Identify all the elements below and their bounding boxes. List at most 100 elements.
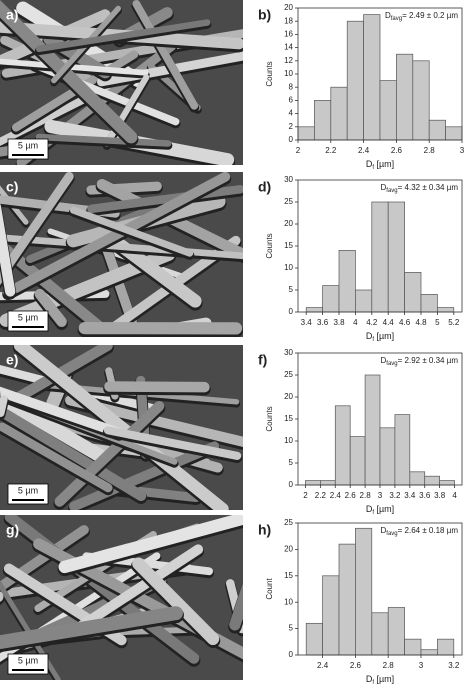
x-tick-label: 4.2 — [366, 318, 378, 327]
bar — [387, 607, 405, 656]
x-tick-label: 2 — [303, 491, 308, 500]
x-axis-label: Df [µm] — [366, 159, 394, 170]
bar — [396, 53, 414, 141]
x-tick-label: 3.8 — [434, 491, 446, 500]
fiber — [229, 582, 243, 631]
bar — [445, 126, 463, 141]
bar — [322, 575, 340, 656]
annotation-sub: favg — [386, 188, 397, 194]
x-label-unit: [µm] — [374, 674, 394, 684]
histogram: f) 0 5 10 15 20 25 30 2 2.2 2.4 2.6 2.8 3 3.2 3.4 3.6 3.8… — [258, 348, 463, 516]
fiber — [34, 288, 67, 327]
fiber — [0, 386, 124, 438]
x-tick-label: 4.8 — [415, 318, 427, 327]
y-tick-label: 5 — [289, 624, 294, 633]
bar — [364, 374, 381, 486]
bar — [412, 60, 430, 141]
y-tick-label: 15 — [284, 414, 293, 423]
bar — [338, 250, 356, 313]
x-label-sub: f — [372, 510, 374, 516]
fiber — [114, 238, 202, 308]
bar — [404, 638, 422, 656]
y-tick-label: 20 — [284, 219, 293, 228]
x-tick-label: 3.4 — [404, 491, 416, 500]
x-tick-label: 3.8 — [333, 318, 345, 327]
x-tick-label: 2.8 — [424, 146, 436, 155]
y-tick-label: 10 — [284, 436, 293, 445]
annotation: Dfavg= 4.32 ± 0.34 µm — [381, 183, 459, 193]
x-tick-label: 2.8 — [383, 661, 395, 670]
y-axis-label: Count — [265, 578, 274, 600]
fiber-shadow — [249, 555, 260, 649]
x-axis-label: Df [µm] — [366, 331, 394, 342]
bar — [305, 480, 321, 486]
bar — [404, 272, 422, 313]
y-tick-label: 2 — [289, 122, 294, 131]
x-tick-label: 3.6 — [317, 318, 329, 327]
fiber — [96, 179, 243, 261]
panel-label: e) — [6, 352, 18, 368]
panel-label: b) — [258, 7, 271, 23]
y-axis-label: Counts — [265, 406, 274, 431]
annotation-rest: = 4.32 ± 0.34 µm — [398, 183, 459, 192]
x-tick-label: 3 — [378, 491, 383, 500]
y-tick-label: 6 — [289, 96, 294, 105]
x-tick-label: 3.2 — [389, 491, 401, 500]
annotation-main: D — [381, 183, 387, 192]
y-tick-label: 16 — [284, 30, 293, 39]
y-tick-label: 14 — [284, 43, 293, 52]
x-axis-label: Df [µm] — [366, 504, 394, 515]
bar — [355, 527, 373, 656]
annotation-sub: favg — [386, 531, 397, 537]
x-axis-label: Df [µm] — [366, 674, 394, 685]
x-tick-label: 2.6 — [391, 146, 403, 155]
fiber — [69, 206, 194, 257]
x-tick-label: 4 — [452, 491, 457, 500]
y-tick-label: 0 — [289, 650, 294, 659]
sem-image: g) 5 µm — [0, 515, 260, 680]
x-label-unit: [µm] — [374, 331, 394, 341]
x-tick-label: 5.2 — [448, 318, 460, 327]
bar — [338, 543, 356, 656]
histogram: h) 0 5 10 15 20 25 2.4 2.6 2.8 3 3.2 Df [µm] Count Dfa… — [258, 518, 463, 686]
fiber — [0, 552, 161, 662]
y-tick-label: 30 — [284, 175, 293, 184]
fiber — [69, 441, 220, 510]
y-tick-label: 20 — [284, 3, 293, 12]
fiber — [54, 400, 165, 507]
bar — [297, 126, 315, 141]
fiber — [35, 19, 211, 53]
y-tick-label: 30 — [284, 348, 293, 357]
annotation: Dfavg= 2.49 ± 0.2 µm — [385, 11, 458, 21]
x-tick-label: 2.8 — [360, 491, 372, 500]
plot-frame — [297, 522, 463, 656]
x-label-main: D — [366, 159, 373, 169]
annotation-main: D — [381, 356, 387, 365]
bar — [346, 20, 364, 141]
x-tick-label: 3.6 — [419, 491, 431, 500]
fiber — [249, 553, 260, 647]
y-tick-label: 0 — [289, 307, 294, 316]
y-tick-label: 4 — [289, 109, 294, 118]
panel-label: a) — [6, 7, 18, 23]
annotation-main: D — [381, 526, 387, 535]
annotation-main: D — [385, 11, 391, 20]
y-axis-label: Counts — [265, 233, 274, 258]
scale-label: 5 µm — [18, 312, 38, 322]
fiber — [132, 0, 199, 110]
y-tick-label: 18 — [284, 16, 293, 25]
x-tick-label: 2 — [296, 146, 301, 155]
fiber — [87, 185, 243, 214]
x-tick-label: 3 — [419, 661, 424, 670]
bar — [428, 119, 446, 141]
annotation-rest: = 2.49 ± 0.2 µm — [402, 11, 458, 20]
x-tick-label: 2.2 — [325, 146, 337, 155]
x-tick-label: 2.6 — [350, 661, 362, 670]
panel-label: f) — [258, 352, 267, 368]
bar — [420, 294, 438, 313]
bar — [305, 307, 323, 313]
x-tick-label: 4.4 — [383, 318, 395, 327]
y-tick-label: 25 — [284, 197, 293, 206]
x-label-sub: f — [372, 337, 374, 343]
